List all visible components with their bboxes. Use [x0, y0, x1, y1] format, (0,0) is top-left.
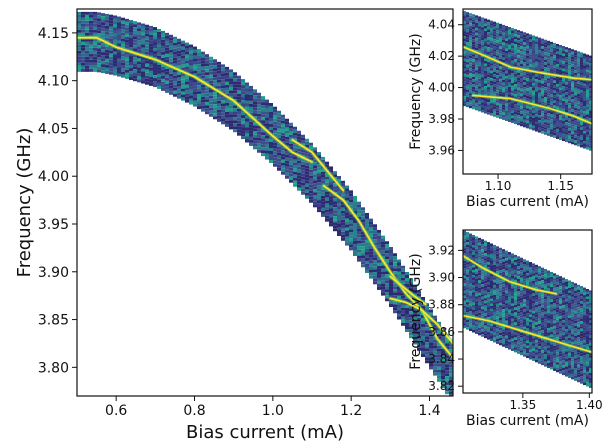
resonance-line-1: [291, 138, 345, 192]
y-axis-label: Frequency (GHz): [14, 128, 35, 278]
x-tick-label: 1.35: [509, 398, 536, 412]
y-tick-label: 3.82: [428, 379, 455, 393]
x-tick-label: 0.6: [105, 403, 127, 419]
y-tick-label: 3.90: [38, 265, 69, 281]
x-tick-label: 1.2: [340, 403, 362, 419]
x-axis-label: Bias current (mA): [186, 422, 344, 443]
resonance-line-4: [389, 297, 453, 345]
resonance-line-0: [463, 255, 557, 295]
resonance-line-1: [463, 314, 592, 354]
resonance-line-0: [463, 45, 592, 81]
y-tick-label: 3.85: [38, 313, 69, 329]
spectrum-band: [463, 11, 592, 151]
resonance-line-2: [322, 184, 453, 359]
y-tick-label: 4.00: [428, 81, 455, 95]
plot-frame: [76, 8, 454, 397]
y-tick-label: 3.92: [428, 243, 455, 257]
y-tick-label: 3.95: [38, 217, 69, 233]
resonance-line-1: [472, 94, 592, 125]
x-tick-label: 1.10: [485, 179, 512, 193]
y-tick-label: 3.86: [428, 325, 455, 339]
inset-top-panel: 1.10 1.15 3.96 3.98 4.00 4.02 4.04 Bias current…: [408, 8, 593, 210]
y-tick-label: 4.05: [38, 121, 69, 137]
resonance-line-3: [389, 275, 427, 306]
y-tick-label: 4.15: [38, 26, 69, 42]
x-tick-label: 1.0: [262, 403, 284, 419]
y-tick-label: 3.84: [428, 352, 455, 366]
y-tick-label: 4.10: [38, 74, 69, 90]
x-tick-label: 0.8: [183, 403, 205, 419]
spectrum-band: [77, 11, 453, 396]
x-axis-label: Bias current (mA): [466, 194, 589, 210]
y-tick-label: 3.90: [428, 271, 455, 285]
plot-frame: [462, 229, 593, 394]
main-panel: 0.6 0.8 1.0 1.2 1.4 3.80 3.85 3.90 3.95 4.00 4.05 4…: [14, 8, 454, 443]
y-tick-label: 3.98: [428, 112, 455, 126]
y-axis-label: Frequency (GHz): [408, 33, 424, 149]
y-tick-label: 3.96: [428, 143, 455, 157]
y-axis-label: Frequency (GHz): [408, 253, 424, 369]
y-tick-label: 3.88: [428, 298, 455, 312]
x-tick-label: 1.15: [547, 179, 574, 193]
x-tick-label: 1.40: [576, 398, 603, 412]
y-tick-label: 4.04: [428, 18, 455, 32]
y-tick-label: 4.02: [428, 49, 455, 63]
resonance-line-0: [77, 36, 313, 163]
y-tick-label: 3.80: [38, 360, 69, 376]
plot-frame: [462, 8, 593, 175]
x-tick-label: 1.4: [418, 403, 440, 419]
y-tick-label: 4.00: [38, 169, 69, 185]
x-axis-label: Bias current (mA): [466, 413, 589, 429]
inset-bottom-panel: 1.35 1.40 3.82 3.84 3.86 3.88 3.90 3.92 Bias cur…: [408, 229, 603, 429]
spectrum-band: [463, 230, 592, 388]
